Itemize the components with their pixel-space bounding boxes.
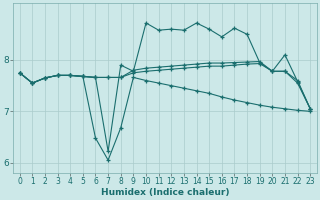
- X-axis label: Humidex (Indice chaleur): Humidex (Indice chaleur): [101, 188, 229, 197]
